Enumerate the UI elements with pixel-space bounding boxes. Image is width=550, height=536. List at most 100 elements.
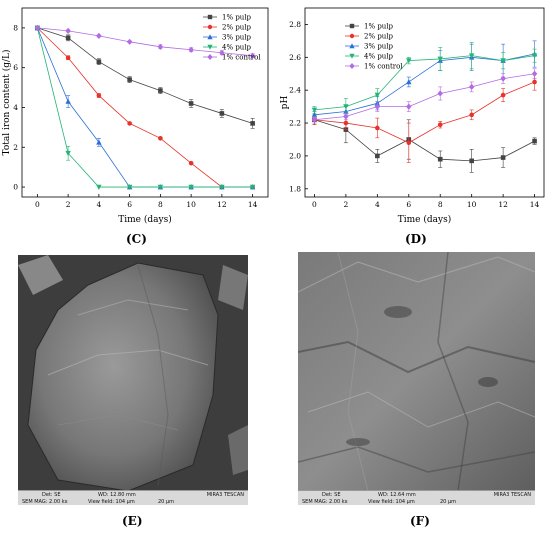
sem-particle-e: [18, 255, 248, 491]
iron-content-chart: 0 2 4 6 8 10 12 14 0 2 4 6 8 Time (days) Total iron co…: [1, 7, 269, 225]
data-point: [437, 122, 443, 127]
sem-wd-e: WD: 12.80 mm: [98, 492, 136, 498]
x-tick-label: 10: [186, 200, 196, 209]
series-line: [37, 27, 253, 57]
data-point: [249, 52, 256, 59]
data-point: [249, 184, 256, 190]
series-line: [37, 27, 253, 124]
legend-marker: [207, 54, 213, 60]
series-4-pulp: [311, 42, 538, 116]
sem-scale-e: 20 μm: [158, 499, 175, 505]
y-tick-label: 2: [13, 143, 18, 152]
data-point: [343, 104, 349, 110]
data-point: [374, 103, 381, 110]
data-point: [343, 120, 349, 126]
legend-label: 4% pulp: [222, 44, 252, 52]
data-point: [188, 101, 194, 106]
data-point: [96, 184, 102, 190]
data-point: [500, 155, 506, 160]
x-tick-label: 14: [530, 200, 540, 209]
y-tick-label: 2.2: [289, 119, 301, 128]
series-line: [314, 73, 535, 121]
data-point: [96, 93, 102, 98]
data-point: [532, 79, 537, 85]
data-point: [406, 103, 412, 110]
x-tick-label: 6: [127, 200, 132, 209]
data-point: [311, 116, 318, 123]
legend-marker: [207, 24, 213, 30]
data-point: [375, 153, 380, 159]
y-tick-label: 8: [13, 23, 18, 32]
y-tick-label: 4: [13, 103, 18, 112]
sem-field-e: View field: 104 μm: [88, 499, 135, 505]
x-axis-label: Time (days): [398, 214, 451, 225]
data-point: [250, 121, 255, 126]
data-point: [531, 53, 538, 59]
y-tick-label: 2.8: [289, 20, 301, 29]
y-tick-label: 2.4: [289, 86, 301, 95]
data-point: [188, 46, 194, 53]
data-point: [406, 140, 412, 146]
legend-marker: [207, 44, 213, 50]
legend-marker: [349, 33, 355, 39]
data-point: [468, 83, 475, 90]
data-point: [157, 184, 164, 190]
panel-label-e: (E): [122, 514, 143, 528]
series-2-pulp: [312, 73, 537, 163]
legend-marker: [349, 23, 355, 29]
data-point: [500, 75, 506, 82]
data-point: [157, 43, 164, 50]
series-1-pulp: [35, 25, 255, 129]
series-line: [314, 55, 535, 111]
sem-image-e: Det: SE SEM MAG: 2.00 kx WD: 12.80 mm Vi…: [18, 255, 248, 505]
data-point: [437, 56, 443, 62]
data-point: [343, 113, 349, 120]
data-point: [311, 111, 318, 118]
x-axis-label: Time (days): [118, 214, 171, 225]
plot-frame: [21, 7, 269, 198]
data-point: [65, 27, 71, 34]
data-point: [532, 138, 537, 144]
data-point: [469, 112, 474, 118]
legend-label: 1% pulp: [364, 23, 394, 31]
sem-mag-e: SEM MAG: 2.00 kx: [22, 499, 68, 505]
x-tick-label: 12: [217, 200, 227, 209]
series-line: [37, 27, 253, 188]
legend-marker: [207, 14, 213, 20]
panel-label-d: (D): [405, 232, 427, 246]
legend-marker: [349, 53, 355, 59]
data-point: [406, 58, 412, 64]
y-tick-label: 1.8: [289, 184, 301, 193]
data-point: [96, 59, 102, 65]
x-tick-label: 14: [248, 200, 258, 209]
sem-field-f: View field: 104 μm: [368, 499, 415, 505]
x-tick-label: 0: [35, 200, 40, 209]
legend-label: 1% control: [364, 63, 403, 71]
data-point: [158, 136, 163, 141]
data-point: [126, 38, 133, 45]
sem-det-e: Det: SE: [42, 492, 61, 498]
data-point: [127, 77, 132, 82]
sem-info-bar-f: Det: SE SEM MAG: 2.00 kx WD: 12.64 mm Vi…: [298, 490, 535, 505]
x-tick-label: 4: [375, 200, 380, 209]
data-point: [96, 32, 102, 39]
sem-det-f: Det: SE: [322, 492, 341, 498]
data-point: [375, 125, 380, 131]
x-tick-label: 2: [343, 200, 348, 209]
data-point: [374, 92, 381, 99]
data-point: [437, 90, 443, 97]
data-point: [65, 98, 71, 104]
sem-info-bar-e: Det: SE SEM MAG: 2.00 kx WD: 12.80 mm Vi…: [18, 490, 248, 505]
legend-label: 3% pulp: [222, 34, 252, 42]
data-point: [188, 184, 194, 190]
data-point: [65, 55, 71, 61]
x-tick-label: 12: [498, 200, 508, 209]
x-tick-label: 10: [467, 200, 477, 209]
data-point: [65, 150, 71, 157]
series-line: [36, 27, 253, 188]
legend-label: 2% pulp: [222, 24, 252, 32]
y-tick-label: 6: [13, 63, 18, 72]
sem-surface-f: [298, 252, 535, 491]
series-line: [314, 81, 535, 144]
legend-label: 1% control: [222, 54, 261, 62]
